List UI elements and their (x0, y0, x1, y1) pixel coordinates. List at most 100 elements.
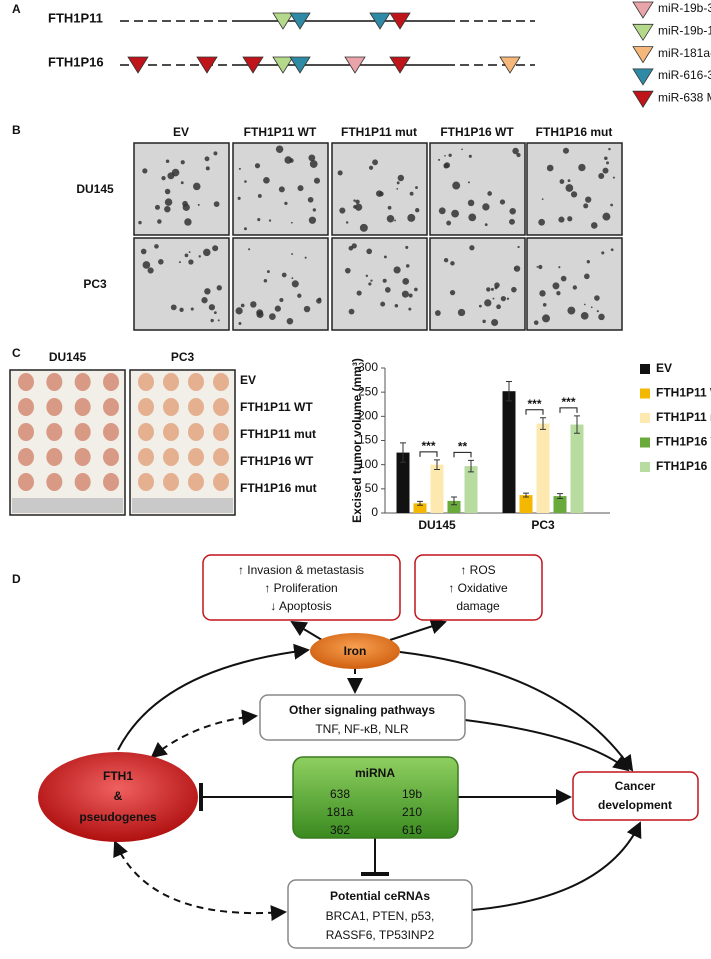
colony (248, 248, 251, 251)
colony (487, 191, 493, 196)
bar (502, 391, 516, 513)
colony (468, 213, 477, 222)
tumor (188, 448, 204, 466)
tumor (163, 448, 179, 466)
legend-label: FTH1P16 mut (656, 459, 711, 473)
legend-label: miR-638 MRE (658, 90, 711, 104)
mirna-item: 638 (330, 787, 350, 801)
photo-title: PC3 (171, 350, 195, 364)
colony (494, 282, 500, 288)
colony (602, 212, 611, 221)
colony (558, 266, 561, 269)
tumor-photo (129, 369, 236, 516)
colony (180, 181, 184, 185)
tumor (163, 373, 179, 391)
colony (386, 215, 395, 223)
y-tick-label: 0 (371, 505, 378, 519)
colony (290, 221, 293, 224)
colony (164, 205, 171, 213)
mirna-item: 19b (402, 787, 422, 801)
colony (500, 295, 507, 302)
legend-label: FTH1P11 mut (656, 410, 711, 424)
colony (180, 160, 185, 165)
colony (482, 203, 490, 211)
colony (263, 278, 268, 283)
colony (608, 147, 611, 151)
legend-swatch (640, 462, 650, 472)
colony (188, 259, 194, 265)
colony (212, 245, 219, 252)
tumor (18, 473, 34, 491)
ruler (12, 498, 123, 513)
colony (594, 295, 600, 301)
y-tick-label: 250 (358, 384, 378, 398)
error-bar (400, 442, 406, 463)
tumor (213, 473, 229, 491)
colony (308, 154, 316, 162)
node-text: pseudogenes (79, 810, 157, 824)
y-tick-label: 50 (365, 481, 379, 495)
mre-triangle (389, 56, 411, 74)
arrow (399, 651, 634, 772)
colony (235, 307, 243, 315)
tumor (188, 373, 204, 391)
colony (402, 278, 410, 285)
colony (506, 297, 510, 300)
colony (434, 310, 441, 316)
legend-label: EV (656, 361, 672, 375)
colony (469, 245, 475, 251)
colony (284, 156, 292, 164)
colony (344, 267, 351, 274)
tumor (213, 423, 229, 441)
colony (585, 196, 592, 203)
tumor (103, 473, 119, 491)
error-bar (468, 459, 474, 473)
colony (539, 290, 546, 297)
colony (583, 303, 586, 306)
colony (281, 272, 287, 278)
colony (584, 273, 590, 280)
significance: *** (561, 395, 575, 409)
colony (184, 253, 189, 258)
mre-triangle (499, 56, 521, 74)
node-text: FTH1 (103, 769, 133, 783)
legend-swatch (640, 437, 650, 448)
colony (154, 204, 160, 210)
colony (188, 251, 191, 253)
colony (268, 219, 272, 222)
colony (393, 266, 401, 274)
node-text: development (598, 798, 672, 812)
legend-label: FTH1P16 WT (656, 435, 711, 449)
colony (602, 167, 609, 174)
column-header: FTH1P11 WT (244, 125, 317, 139)
mre-triangle (272, 56, 294, 74)
colony (384, 287, 391, 293)
colony (509, 218, 515, 225)
colony (383, 255, 387, 259)
colony (478, 304, 482, 308)
colony (337, 170, 343, 176)
error-bar (506, 381, 512, 402)
significance: *** (527, 397, 541, 411)
y-tick-label: 300 (358, 360, 378, 374)
colony (257, 194, 262, 198)
colony (538, 264, 543, 270)
tumor (213, 398, 229, 416)
colony (213, 151, 218, 156)
colony (312, 208, 317, 212)
colony (304, 256, 307, 259)
colony (257, 218, 261, 222)
tumor (163, 423, 179, 441)
mirna-item: 181a (327, 805, 354, 819)
mirna-item: 362 (330, 823, 350, 837)
colony (511, 286, 517, 293)
y-tick-label: 200 (358, 409, 378, 423)
colony (353, 205, 357, 209)
error-bar (540, 417, 546, 430)
colony (368, 165, 374, 170)
colony (604, 156, 608, 161)
tumor (74, 373, 91, 391)
colony (610, 203, 613, 207)
iron-node (310, 633, 400, 669)
mre-triangle (289, 12, 311, 30)
